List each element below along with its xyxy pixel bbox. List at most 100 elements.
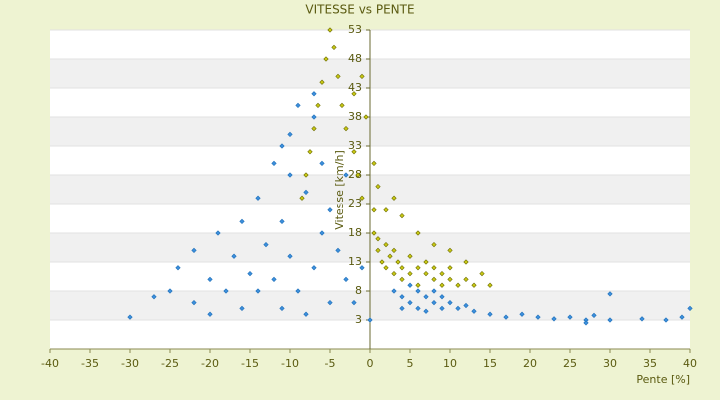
point xyxy=(215,230,221,236)
point xyxy=(375,183,381,190)
point xyxy=(639,316,645,322)
point xyxy=(359,195,365,201)
point xyxy=(439,270,445,277)
point xyxy=(431,265,437,271)
y-tick-label: 28 xyxy=(348,168,362,181)
y-tick-label: 8 xyxy=(355,284,362,297)
point xyxy=(315,102,321,109)
point xyxy=(307,149,313,155)
point xyxy=(175,265,181,271)
point xyxy=(391,288,397,294)
point xyxy=(455,305,461,312)
y-tick-label: 3 xyxy=(355,313,362,326)
point xyxy=(343,125,349,132)
point xyxy=(471,308,477,314)
point xyxy=(487,282,493,288)
point xyxy=(151,294,157,300)
point xyxy=(395,259,401,265)
y-tick-label: 38 xyxy=(348,110,362,123)
point xyxy=(271,160,277,167)
point xyxy=(387,253,393,259)
point xyxy=(207,276,213,283)
x-tick-label: 30 xyxy=(603,357,617,370)
point xyxy=(351,299,357,306)
point xyxy=(431,276,437,283)
point xyxy=(447,299,453,306)
point xyxy=(679,314,685,320)
point xyxy=(359,265,365,271)
point xyxy=(255,288,261,294)
x-tick-label: 40 xyxy=(683,357,697,370)
point xyxy=(207,311,213,317)
point xyxy=(487,311,493,317)
x-tick-label: 20 xyxy=(523,357,537,370)
point xyxy=(367,317,373,323)
point xyxy=(327,207,333,213)
point xyxy=(323,56,329,62)
point xyxy=(191,247,197,254)
point xyxy=(663,317,669,323)
chart-title: VITESSE vs PENTE xyxy=(305,3,414,17)
point xyxy=(379,259,385,265)
point xyxy=(295,288,301,294)
point xyxy=(391,270,397,277)
point xyxy=(335,247,341,254)
point xyxy=(375,236,381,242)
point xyxy=(311,114,317,120)
point xyxy=(399,294,405,300)
point xyxy=(463,259,469,265)
point xyxy=(399,305,405,312)
point xyxy=(607,291,613,297)
point xyxy=(463,302,469,309)
point xyxy=(383,207,389,213)
point xyxy=(319,79,325,85)
point xyxy=(415,265,421,271)
point xyxy=(375,247,381,254)
x-tick-label: -10 xyxy=(281,357,299,370)
point xyxy=(287,172,293,178)
x-tick-label: -15 xyxy=(241,357,259,370)
point xyxy=(299,195,305,201)
point xyxy=(447,276,453,283)
x-tick-label: 5 xyxy=(407,357,414,370)
point xyxy=(343,172,349,178)
point xyxy=(567,314,573,320)
point xyxy=(319,230,325,236)
point xyxy=(279,305,285,312)
point xyxy=(415,305,421,312)
x-tick-label: -5 xyxy=(325,357,336,370)
point xyxy=(351,149,357,155)
point xyxy=(399,212,405,219)
y-tick-label: 23 xyxy=(348,197,362,210)
point xyxy=(311,125,317,132)
point xyxy=(591,312,597,318)
point xyxy=(399,276,405,283)
point xyxy=(431,288,437,294)
point xyxy=(415,282,421,288)
point xyxy=(415,230,421,236)
point xyxy=(355,172,361,178)
point xyxy=(607,317,613,323)
x-tick-label: -20 xyxy=(201,357,219,370)
point xyxy=(439,282,445,288)
x-tick-label: 35 xyxy=(643,357,657,370)
point xyxy=(415,288,421,294)
point xyxy=(407,282,413,288)
point xyxy=(583,320,589,326)
point xyxy=(399,265,405,271)
point xyxy=(431,241,437,248)
point xyxy=(327,299,333,306)
point xyxy=(363,114,369,120)
y-tick-label: 48 xyxy=(348,52,362,65)
point xyxy=(519,311,525,317)
point xyxy=(127,314,133,320)
point xyxy=(463,276,469,283)
x-tick-label: 15 xyxy=(483,357,497,370)
point xyxy=(335,73,341,80)
y-tick-label: 53 xyxy=(348,23,362,36)
point xyxy=(303,189,309,196)
point xyxy=(191,299,197,306)
point xyxy=(295,102,301,109)
point xyxy=(327,27,333,33)
